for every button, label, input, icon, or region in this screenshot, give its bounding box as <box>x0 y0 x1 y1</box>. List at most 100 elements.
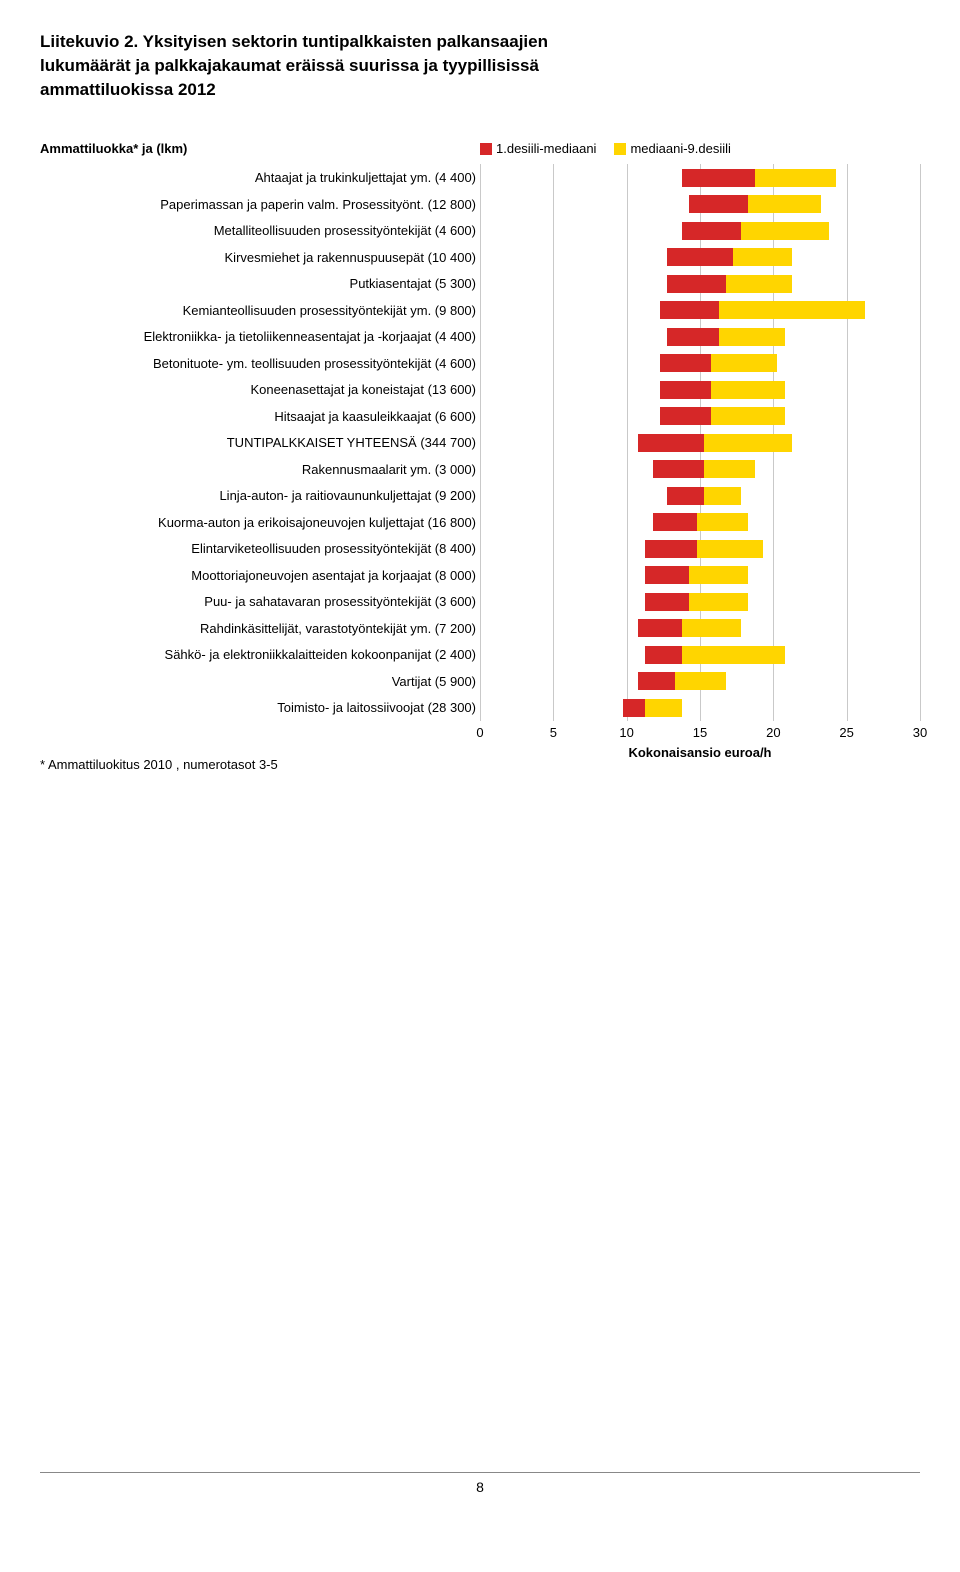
footnote: * Ammattiluokitus 2010 , numerotasot 3-5 <box>40 757 480 772</box>
bar-track <box>689 195 821 213</box>
row-bar-area <box>484 297 920 324</box>
row-bar-area <box>484 615 920 642</box>
legend-label-2: mediaani-9.desiili <box>630 141 730 156</box>
bar-segment-d1-median <box>638 434 704 452</box>
bar-segment-median-d9 <box>689 593 748 611</box>
bar-segment-median-d9 <box>711 354 777 372</box>
bar-track <box>660 301 865 319</box>
bar-track <box>645 593 748 611</box>
bar-segment-median-d9 <box>704 460 755 478</box>
bar-segment-d1-median <box>645 593 689 611</box>
bar-track <box>638 672 726 690</box>
row-label: Toimisto- ja laitossiivoojat (28 300) <box>40 700 484 715</box>
bar-track <box>667 328 784 346</box>
plot-area: Ahtaajat ja trukinkuljettajat ym. (4 400… <box>40 164 920 721</box>
bar-track <box>667 248 792 266</box>
bar-track <box>638 434 792 452</box>
bar-track <box>645 540 762 558</box>
row-bar-area <box>484 403 920 430</box>
bar-segment-median-d9 <box>697 540 763 558</box>
bar-segment-median-d9 <box>697 513 748 531</box>
bar-row: Elintarviketeollisuuden prosessityönteki… <box>40 535 920 562</box>
bar-row: Kemianteollisuuden prosessityöntekijät y… <box>40 297 920 324</box>
row-bar-area <box>484 562 920 589</box>
bar-segment-d1-median <box>667 487 704 505</box>
bar-row: Rahdinkäsittelijät, varastotyöntekijät y… <box>40 615 920 642</box>
bar-segment-d1-median <box>689 195 748 213</box>
row-bar-area <box>484 164 920 191</box>
bar-track <box>660 354 777 372</box>
bar-segment-d1-median <box>682 169 755 187</box>
row-label: Kemianteollisuuden prosessityöntekijät y… <box>40 303 484 318</box>
bar-row: Sähkö- ja elektroniikkalaitteiden kokoon… <box>40 641 920 668</box>
bar-track <box>653 513 748 531</box>
row-bar-area <box>484 270 920 297</box>
chart-title: Liitekuvio 2. Yksityisen sektorin tuntip… <box>40 30 920 101</box>
bar-row: Puu- ja sahatavaran prosessityöntekijät … <box>40 588 920 615</box>
bar-track <box>653 460 756 478</box>
row-bar-area <box>484 429 920 456</box>
bar-segment-median-d9 <box>682 646 785 664</box>
bar-segment-median-d9 <box>711 381 784 399</box>
legend-items: 1.desiili-mediaani mediaani-9.desiili <box>480 141 731 156</box>
x-axis-ticks: 051015202530 <box>480 725 920 743</box>
bar-row: Vartijat (5 900) <box>40 668 920 695</box>
bar-row: Hitsaajat ja kaasuleikkaajat (6 600) <box>40 403 920 430</box>
bar-row: Toimisto- ja laitossiivoojat (28 300) <box>40 694 920 721</box>
bar-track <box>682 222 829 240</box>
legend-row: Ammattiluokka* ja (lkm) 1.desiili-mediaa… <box>40 141 920 156</box>
title-line2: lukumäärät ja palkkajakaumat eräissä suu… <box>40 56 539 75</box>
row-label: Elintarviketeollisuuden prosessityönteki… <box>40 541 484 556</box>
legend-label-1: 1.desiili-mediaani <box>496 141 596 156</box>
bar-row: Moottoriajoneuvojen asentajat ja korjaaj… <box>40 562 920 589</box>
row-label: Kuorma-auton ja erikoisajoneuvojen kulje… <box>40 515 484 530</box>
page-footer: 8 <box>40 1472 920 1495</box>
bar-track <box>660 407 785 425</box>
bar-row: Ahtaajat ja trukinkuljettajat ym. (4 400… <box>40 164 920 191</box>
bar-row: Putkiasentajat (5 300) <box>40 270 920 297</box>
legend-swatch-2 <box>614 143 626 155</box>
x-tick: 25 <box>839 725 853 740</box>
row-label: Ahtaajat ja trukinkuljettajat ym. (4 400… <box>40 170 484 185</box>
bar-segment-median-d9 <box>719 301 866 319</box>
bar-track <box>645 646 784 664</box>
row-bar-area <box>484 535 920 562</box>
bar-segment-d1-median <box>660 381 711 399</box>
row-bar-area <box>484 350 920 377</box>
bar-track <box>660 381 785 399</box>
bar-track <box>623 699 682 717</box>
bar-segment-median-d9 <box>645 699 682 717</box>
bar-row: Kirvesmiehet ja rakennuspuusepät (10 400… <box>40 244 920 271</box>
row-bar-area <box>484 376 920 403</box>
row-label: Koneenasettajat ja koneistajat (13 600) <box>40 382 484 397</box>
x-axis-label: Kokonaisansio euroa/h <box>480 745 920 772</box>
row-bar-area <box>484 482 920 509</box>
bar-segment-d1-median <box>645 540 696 558</box>
bar-row: Elektroniikka- ja tietoliikenneasentajat… <box>40 323 920 350</box>
row-bar-area <box>484 641 920 668</box>
x-tick: 15 <box>693 725 707 740</box>
title-line3: ammattiluokissa 2012 <box>40 80 216 99</box>
bar-row: Betonituote- ym. teollisuuden prosessity… <box>40 350 920 377</box>
row-label: Rahdinkäsittelijät, varastotyöntekijät y… <box>40 621 484 636</box>
bar-track <box>682 169 836 187</box>
y-axis-title: Ammattiluokka* ja (lkm) <box>40 141 480 156</box>
bar-row: Kuorma-auton ja erikoisajoneuvojen kulje… <box>40 509 920 536</box>
x-axis: 051015202530 <box>40 725 920 743</box>
row-bar-area <box>484 244 920 271</box>
row-label: Puu- ja sahatavaran prosessityöntekijät … <box>40 594 484 609</box>
page-number: 8 <box>476 1479 484 1495</box>
row-label: Metalliteollisuuden prosessityöntekijät … <box>40 223 484 238</box>
row-label: Betonituote- ym. teollisuuden prosessity… <box>40 356 484 371</box>
bar-track <box>645 566 748 584</box>
row-bar-area <box>484 323 920 350</box>
bar-segment-median-d9 <box>748 195 821 213</box>
bar-row: Rakennusmaalarit ym. (3 000) <box>40 456 920 483</box>
bar-segment-median-d9 <box>733 248 792 266</box>
bar-track <box>667 275 792 293</box>
bar-segment-d1-median <box>653 513 697 531</box>
legend-item-1: 1.desiili-mediaani <box>480 141 596 156</box>
bar-segment-median-d9 <box>711 407 784 425</box>
x-tick: 30 <box>913 725 927 740</box>
bar-segment-d1-median <box>638 672 675 690</box>
